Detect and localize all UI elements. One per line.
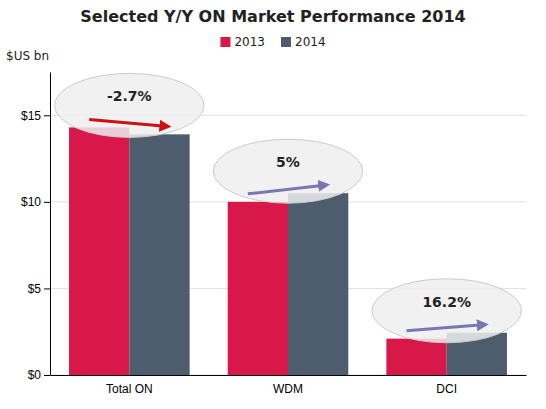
y-tick: $0: [28, 368, 50, 382]
legend-item: 2013: [220, 35, 265, 49]
y-tick: $10: [21, 195, 50, 209]
y-axis-line: [50, 73, 51, 376]
annotation: 5%: [276, 154, 300, 170]
y-tick-mark: [44, 115, 50, 116]
x-tick: WDM: [273, 375, 303, 396]
legend-item: 2014: [281, 35, 326, 49]
y-tick-label: $15: [21, 109, 41, 123]
x-tick-label: Total ON: [106, 382, 153, 396]
y-tick-label: $5: [28, 282, 42, 296]
bar: [129, 134, 189, 375]
annotation-arrow: [248, 185, 324, 194]
y-axis-label: $US bn: [6, 49, 49, 63]
legend: 2013 2014: [220, 35, 325, 49]
y-tick-label: $10: [21, 195, 41, 209]
legend-label: 2014: [295, 35, 326, 49]
x-tick-label: WDM: [273, 382, 303, 396]
y-tick: $5: [28, 282, 50, 296]
legend-swatch: [220, 37, 230, 47]
annotation-arrow: [89, 119, 165, 126]
bar: [228, 202, 288, 375]
bar: [288, 193, 348, 375]
x-tick: DCI: [436, 375, 457, 396]
x-tick: Total ON: [106, 375, 153, 396]
annotations: -2.7% 5% 16.2%: [55, 73, 522, 342]
grid: [50, 115, 526, 375]
annotation-arrow: [407, 325, 483, 331]
annotation-ellipse: [213, 139, 363, 203]
annotation-ellipse: [55, 73, 205, 137]
y-tick-label: $0: [28, 368, 42, 382]
bar: [69, 127, 129, 375]
annotation-ellipse: [372, 279, 522, 343]
x-tick-label: DCI: [436, 382, 457, 396]
x-axis-line: [51, 375, 527, 376]
chart: Selected Y/Y ON Market Performance 2014 $…: [0, 0, 546, 409]
title: Selected Y/Y ON Market Performance 2014: [80, 7, 465, 26]
plot: $0 $5 $10 $15 Total ON WDM DCI -2.7% 5% 16.2%: [21, 73, 527, 396]
y-tick-mark: [44, 202, 50, 203]
annotation: -2.7%: [107, 88, 152, 104]
bar: [386, 339, 446, 375]
annotation: 16.2%: [422, 294, 471, 310]
y-axis: $0 $5 $10 $15: [21, 73, 51, 383]
y-tick-mark: [44, 375, 50, 376]
legend-swatch: [281, 37, 291, 47]
x-axis: Total ON WDM DCI: [51, 375, 527, 396]
y-tick: $15: [21, 109, 50, 123]
y-tick-mark: [44, 288, 50, 289]
legend-label: 2013: [234, 35, 265, 49]
